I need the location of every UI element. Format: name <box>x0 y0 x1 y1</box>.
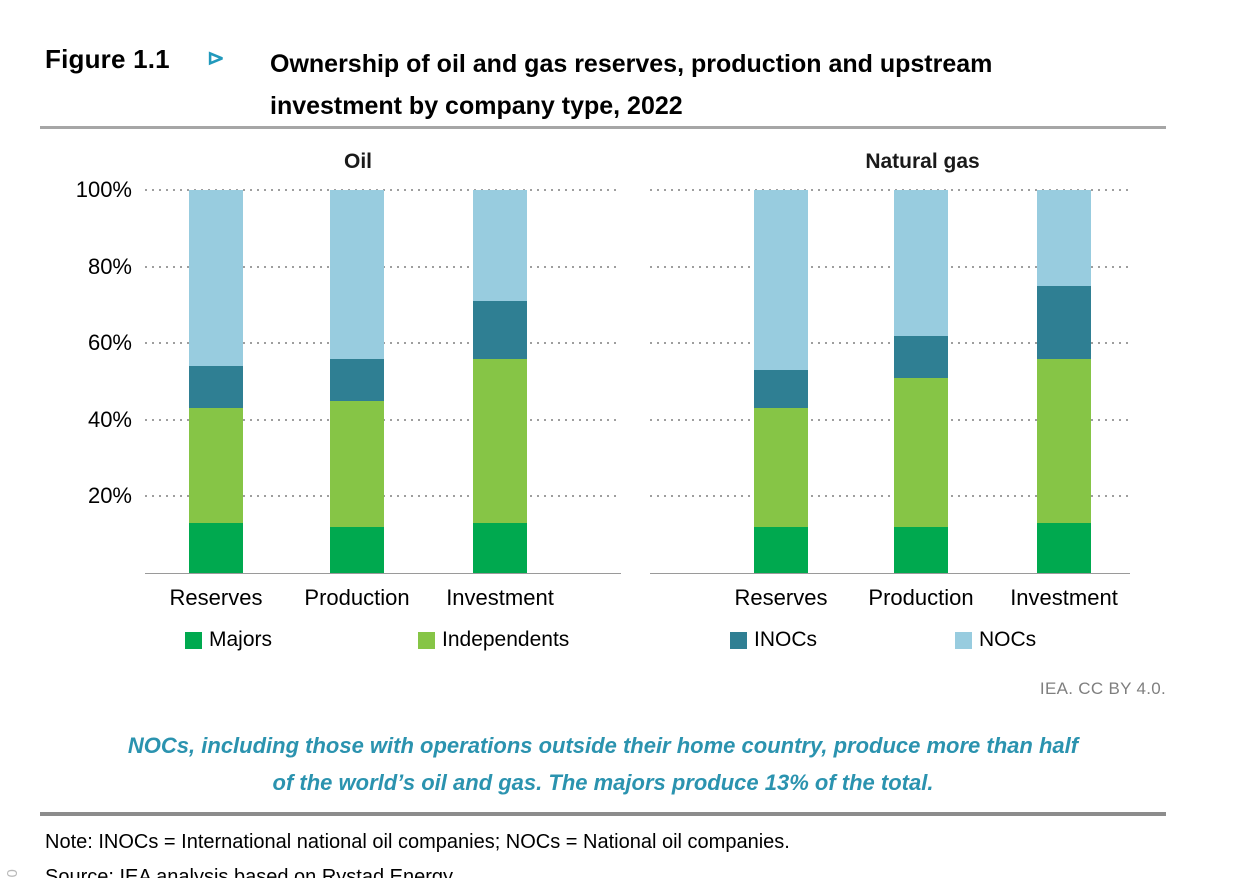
legend-label: Independents <box>442 628 570 651</box>
figure-pointer-icon: ⊳ <box>207 47 225 70</box>
plot-area <box>650 189 1130 574</box>
x-axis-category-label: Investment <box>1010 585 1118 610</box>
bar-segment-nocs <box>1037 190 1091 286</box>
note-text: Note: INOCs = International national oil… <box>45 831 790 853</box>
caption-line2: of the world’s oil and gas. The majors p… <box>272 770 934 795</box>
bar-segment-inocs <box>330 358 384 401</box>
gridline <box>145 189 621 191</box>
gridline <box>650 342 1130 345</box>
page-margin-rotated-text: 4.0 <box>4 832 21 878</box>
key-message-caption: NOCs, including those with operations ou… <box>40 727 1166 801</box>
legend-swatch-icon <box>730 631 747 649</box>
x-axis-category-label: Reserves <box>169 585 263 610</box>
bar-segment-inocs <box>754 370 808 409</box>
bar-segment-inocs <box>1037 285 1091 359</box>
y-axis-tick-label: 80% <box>87 253 132 279</box>
gridline <box>650 265 1130 268</box>
bar-segment-majors <box>189 523 243 573</box>
bar-segment-majors <box>473 523 527 573</box>
figure-title-line1: Ownership of oil and gas reserves, produ… <box>270 50 993 78</box>
gridline <box>650 495 1130 498</box>
x-axis-line <box>650 573 1130 574</box>
bar-segment-independents <box>754 408 808 528</box>
stacked-bar-production <box>330 190 384 573</box>
bar-segment-inocs <box>189 366 243 409</box>
bar-segment-nocs <box>189 190 243 367</box>
panel-title: Natural gas <box>865 150 980 173</box>
y-axis-tick-label: 20% <box>87 483 132 509</box>
stacked-bar-reserves <box>754 190 808 573</box>
legend-label: INOCs <box>754 628 817 651</box>
legend-item-inocs: INOCs <box>730 628 817 652</box>
stacked-bar-production <box>894 190 948 573</box>
legend-item-nocs: NOCs <box>955 628 1036 652</box>
y-axis-tick-label: 100% <box>75 177 132 202</box>
footer-divider <box>40 812 1166 816</box>
bar-segment-independents <box>330 400 384 528</box>
stacked-bar-chart: 100% 80% 60% 40% 20% Oil Reserves Production Inv… <box>40 150 1166 615</box>
y-axis-tick-label: 60% <box>87 330 132 356</box>
figure-label: Figure 1.1 <box>45 44 170 74</box>
x-axis-category-label: Production <box>868 585 974 610</box>
legend-item-independents: Independents <box>418 628 569 652</box>
stacked-bar-reserves <box>189 190 243 573</box>
x-axis-line <box>145 573 621 574</box>
bar-segment-independents <box>473 358 527 524</box>
legend-item-majors: Majors <box>185 628 272 652</box>
bar-segment-nocs <box>330 190 384 359</box>
gridline <box>650 189 1130 191</box>
legend-label: Majors <box>209 628 273 651</box>
bar-segment-independents <box>1037 358 1091 524</box>
legend-swatch-icon <box>185 631 202 649</box>
bar-segment-independents <box>189 408 243 524</box>
bar-segment-majors <box>754 527 808 573</box>
bar-segment-nocs <box>473 190 527 302</box>
plot-area <box>145 189 621 574</box>
panel-title: Oil <box>343 150 372 173</box>
license-credit: IEA. CC BY 4.0. <box>1039 679 1166 698</box>
stacked-bar-investment <box>473 190 527 573</box>
gridline <box>650 418 1130 421</box>
chart-legend: Majors Independents INOCs NOCs <box>40 628 1166 662</box>
y-axis-tick-label: 40% <box>87 406 132 432</box>
bar-segment-majors <box>1037 523 1091 573</box>
bar-segment-inocs <box>894 335 948 378</box>
bar-segment-nocs <box>894 190 948 336</box>
bar-segment-nocs <box>754 190 808 371</box>
bar-segment-majors <box>330 527 384 573</box>
figure-title-line2: investment by company type, 2022 <box>270 92 683 120</box>
figure-title: Ownership of oil and gas reserves, produ… <box>270 43 1130 127</box>
x-axis-category-label: Production <box>304 585 410 610</box>
source-text: Source: IEA analysis based on Rystad Ene… <box>45 866 458 878</box>
bar-segment-majors <box>894 527 948 573</box>
x-axis-category-label: Reserves <box>734 585 828 610</box>
legend-swatch-icon <box>418 631 435 649</box>
header-divider <box>40 126 1166 129</box>
bar-segment-independents <box>894 377 948 528</box>
legend-label: NOCs <box>979 628 1037 651</box>
bar-segment-inocs <box>473 301 527 359</box>
caption-line1: NOCs, including those with operations ou… <box>127 733 1079 758</box>
legend-swatch-icon <box>955 631 972 649</box>
x-axis-category-label: Investment <box>446 585 554 610</box>
stacked-bar-investment <box>1037 190 1091 573</box>
